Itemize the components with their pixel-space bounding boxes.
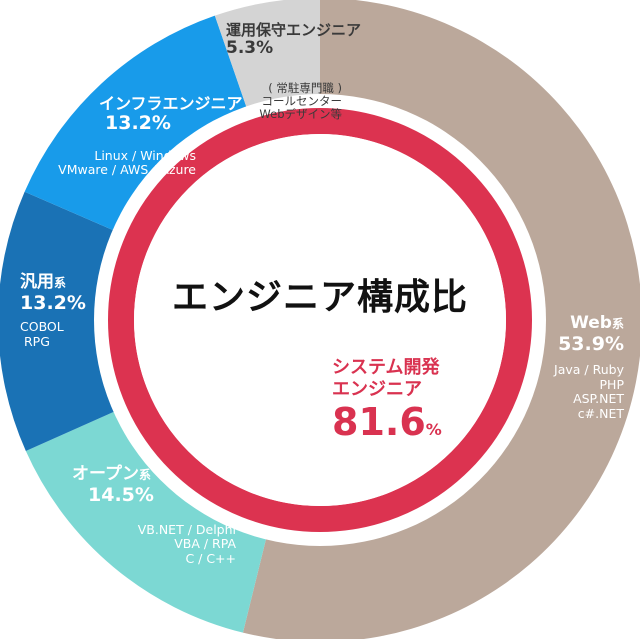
open-detail: VBA / RPA xyxy=(174,536,236,552)
general-suffix: 系 xyxy=(54,276,67,290)
general-detail: RPG xyxy=(24,333,50,349)
open-pct: 14.5% xyxy=(88,483,154,506)
web-detail: c#.NET xyxy=(577,405,624,421)
ops-detail: ( 常駐専門職 ) xyxy=(268,81,342,95)
web-name: Web xyxy=(570,313,612,333)
infra-detail: Linux / Windows xyxy=(94,148,196,163)
open-details: VB.NET / Delphi VBA / RPA C / C++ xyxy=(137,522,236,566)
web-pct: 53.9% xyxy=(558,332,624,355)
open-suffix: 系 xyxy=(138,468,151,482)
center-fill xyxy=(134,134,506,506)
inner-ring-system-dev xyxy=(108,108,532,532)
infra-pct: 13.2% xyxy=(105,112,171,135)
ops-segment-label: 運用保守エンジニア 5.3% xyxy=(226,21,362,59)
general-segment-label: 汎用系 13.2% COBOL RPG xyxy=(20,272,86,349)
open-detail: C / C++ xyxy=(185,550,236,566)
web-detail: ASP.NET xyxy=(573,391,624,407)
web-segment-label: Web系 53.9% Java / Ruby PHP ASP.NET c#.NE… xyxy=(554,313,624,421)
ops-detail: Webデザイン等 xyxy=(259,107,342,122)
infra-segment-label: インフラエンジニア 13.2% xyxy=(99,94,243,135)
infra-detail: VMware / AWS / Azure xyxy=(58,162,196,178)
general-detail: COBOL xyxy=(20,319,64,335)
infra-details: Linux / Windows VMware / AWS / Azure xyxy=(58,148,196,178)
open-detail: VB.NET / Delphi xyxy=(137,522,236,537)
general-pct: 13.2% xyxy=(20,291,86,314)
inner-value: 81.6 xyxy=(332,400,426,445)
open-name: オープン xyxy=(72,464,139,484)
inner-label-line1: システム開発 xyxy=(332,357,440,378)
inner-ring-label: システム開発 エンジニア 81.6% xyxy=(332,357,442,446)
web-detail: PHP xyxy=(599,376,624,392)
web-detail: Java / Ruby xyxy=(554,362,624,378)
ops-name: 運用保守エンジニア xyxy=(226,21,362,39)
general-name: 汎用 xyxy=(20,272,54,292)
infra-name: インフラエンジニア xyxy=(99,94,243,113)
web-suffix: 系 xyxy=(611,317,624,331)
ops-details: ( 常駐専門職 ) コールセンター Webデザイン等 xyxy=(259,81,343,122)
chart-title: エンジニア構成比 xyxy=(171,277,468,318)
open-segment-label: オープン系 14.5% xyxy=(72,464,154,506)
inner-label-line2: エンジニア xyxy=(332,378,422,400)
ops-pct: 5.3% xyxy=(226,38,274,59)
inner-unit: % xyxy=(425,420,442,440)
ops-detail: コールセンター xyxy=(261,94,343,109)
